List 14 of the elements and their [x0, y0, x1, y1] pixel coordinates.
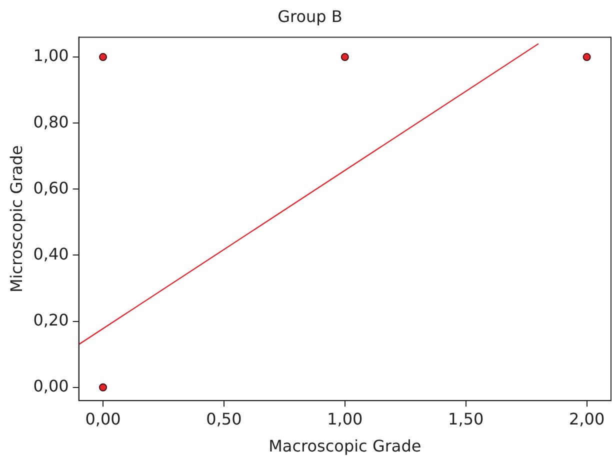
y-tick-label: 0,60 [33, 178, 69, 198]
x-tick-label: 0,50 [206, 409, 242, 428]
y-tick-label: 0,20 [33, 310, 69, 330]
x-tick-label: 1,00 [327, 409, 363, 428]
x-axis-title: Macroscopic Grade [268, 436, 422, 456]
chart-title: Group B [278, 6, 342, 26]
y-tick-label: 0,40 [33, 244, 69, 264]
y-axis-title: Microscopic Grade [6, 145, 26, 293]
x-tick-label: 1,50 [448, 409, 484, 428]
y-tick-label: 0,80 [33, 112, 69, 132]
y-tick-label: 1,00 [33, 46, 69, 66]
y-tick-label: 0,00 [33, 376, 69, 396]
x-tick-label: 2,00 [569, 409, 605, 428]
x-tick-label: 0,00 [85, 409, 121, 428]
